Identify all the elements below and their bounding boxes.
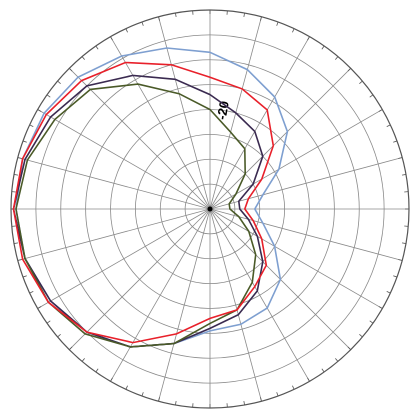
spoke [69,208,211,350]
spoke [37,208,211,309]
rim-tick [393,275,398,278]
rim-tick [57,80,61,84]
rim-tick [276,21,279,26]
spoke [209,68,351,210]
rim-tick [69,346,73,350]
spoke [110,208,211,382]
series-line [12,61,275,344]
rim-tick [393,140,398,143]
rim-tick [243,400,245,406]
rim-tick [369,94,374,98]
rim-tick [22,275,27,278]
rim-tick [243,12,245,18]
rim-tick [359,334,363,338]
rim-tick [158,16,160,21]
rim-tick [13,242,19,244]
spoke [209,109,383,210]
r-tick-label: -20 [214,100,232,121]
rim-tick [401,174,407,176]
rim-tick [95,45,99,50]
spoke [158,208,211,402]
rim-tick [347,346,351,350]
rim-tick [378,109,383,112]
rim-tick [359,80,363,84]
rim-tick [22,140,27,143]
spoke [209,208,383,309]
rim-tick [29,291,34,294]
rim-tick [37,109,42,112]
rim-tick [141,21,144,26]
rim-tick [386,291,391,294]
rim-tick [401,242,407,244]
rim-tick [13,174,19,176]
rim-tick [81,358,85,362]
rim-tick [369,320,374,324]
spoke [209,208,403,261]
rim-tick [46,94,51,98]
rim-tick [378,306,383,309]
rim-tick [125,385,128,390]
rim-tick [175,400,177,406]
rim-tick [69,68,73,72]
rim-tick [292,28,295,33]
series-line [12,74,264,348]
spoke [110,36,211,210]
rim-tick [321,368,325,373]
series-line [15,47,289,348]
rim-tick [110,377,113,382]
spoke [17,208,211,261]
spoke [158,16,211,210]
rim-tick [307,377,310,382]
rim-tick [398,259,403,261]
rim-tick [321,45,325,50]
rim-tick [175,12,177,18]
rim-tick [141,392,144,397]
rim-tick [46,320,51,324]
rim-tick [125,28,128,33]
rim-tick [276,392,279,397]
spoke [37,109,211,210]
rim-tick [17,259,22,261]
rim-tick [260,397,262,402]
rim-tick [398,157,403,159]
rim-tick [110,36,113,41]
rim-tick [17,157,22,159]
rim-tick [37,306,42,309]
spoke [17,157,211,210]
center-dot [207,206,213,212]
rim-tick [29,124,34,127]
rim-tick [335,56,339,60]
series-line [15,83,257,348]
rim-tick [347,68,351,72]
spoke [209,157,403,210]
rim-tick [57,334,61,338]
rim-tick [307,36,310,41]
rim-tick [292,385,295,390]
spoke [209,208,262,402]
rim-tick [260,16,262,21]
rim-tick [95,368,99,373]
spoke [209,208,310,382]
rim-tick [386,124,391,127]
rim-tick [158,397,160,402]
spoke [69,68,211,210]
rim-tick [335,358,339,362]
rim-tick [81,56,85,60]
spoke [209,36,310,210]
